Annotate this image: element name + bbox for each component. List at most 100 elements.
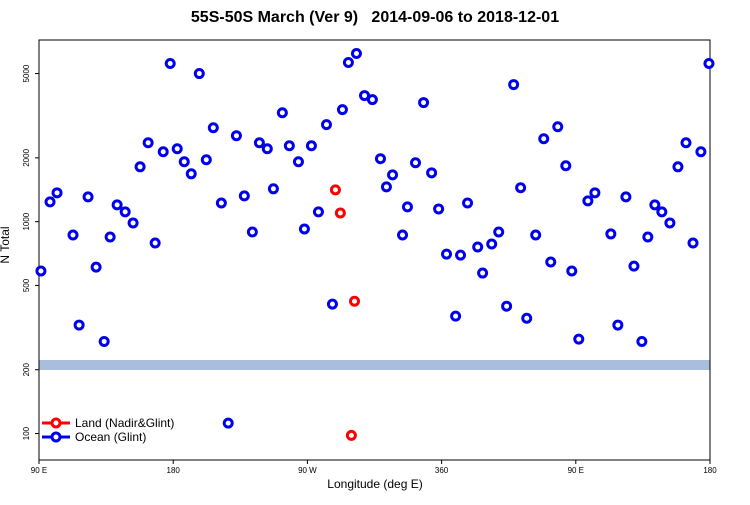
point [222, 417, 234, 429]
point [164, 58, 176, 70]
point [345, 429, 357, 441]
point [573, 333, 585, 345]
point [649, 199, 661, 211]
point [515, 182, 527, 194]
point [298, 223, 310, 235]
point [149, 237, 161, 249]
point [636, 335, 648, 347]
point [441, 248, 453, 260]
point [171, 143, 183, 155]
plot-frame [38, 39, 711, 461]
point [493, 226, 505, 238]
point [401, 201, 413, 213]
y-tick-label: 2000 [22, 148, 31, 166]
point [628, 260, 640, 272]
point [612, 319, 624, 331]
point [672, 161, 684, 173]
legend-marker [50, 417, 62, 429]
point [589, 187, 601, 199]
point [238, 190, 250, 202]
x-tick-label: 90 W [298, 466, 317, 475]
x-tick-label: 180 [167, 466, 181, 475]
point [538, 133, 550, 145]
point [680, 137, 692, 149]
point [73, 319, 85, 331]
point [455, 249, 467, 261]
point [687, 237, 699, 249]
point [642, 231, 654, 243]
y-tick-label: 100 [22, 426, 31, 440]
point [292, 156, 304, 168]
point [334, 207, 346, 219]
point [582, 195, 594, 207]
legend-marker [50, 431, 62, 443]
point [664, 217, 676, 229]
point [67, 229, 79, 241]
point [366, 94, 378, 106]
point [462, 197, 474, 209]
band [39, 360, 710, 370]
y-tick-label: 5000 [22, 64, 31, 82]
point [207, 122, 219, 134]
point [620, 191, 632, 203]
point [380, 181, 392, 193]
point [566, 265, 578, 277]
point [111, 199, 123, 211]
y-tick-label: 500 [22, 278, 31, 292]
x-tick-label: 90 E [31, 466, 47, 475]
point [178, 156, 190, 168]
point [374, 153, 386, 165]
x-tick-label: 360 [435, 466, 449, 475]
point [501, 300, 513, 312]
point [426, 167, 438, 179]
point [336, 104, 348, 116]
point [350, 47, 362, 59]
point [35, 265, 47, 277]
point [486, 238, 498, 250]
point [230, 130, 242, 142]
point [545, 256, 557, 268]
x-tick-label: 90 E [568, 466, 584, 475]
point [200, 154, 212, 166]
point [477, 267, 489, 279]
point [276, 107, 288, 119]
point [397, 229, 409, 241]
chart-title: 55S-50S March (Ver 9) 2014-09-06 to 2018… [191, 9, 559, 26]
point [305, 140, 317, 152]
legend-text: Land (Nadir&Glint) [75, 416, 174, 430]
point [261, 143, 273, 155]
point [157, 146, 169, 158]
point [215, 197, 227, 209]
point [387, 169, 399, 181]
point [472, 241, 484, 253]
point [342, 57, 354, 69]
point [90, 261, 102, 273]
point [185, 168, 197, 180]
point [605, 228, 617, 240]
point [82, 191, 94, 203]
point [450, 310, 462, 322]
point [530, 229, 542, 241]
point [51, 187, 63, 199]
point [193, 68, 205, 80]
y-tick-label: 1000 [22, 212, 31, 230]
point [134, 161, 146, 173]
x-tick-label: 180 [703, 466, 717, 475]
legend-text: Ocean (Glint) [75, 430, 146, 444]
point [98, 335, 110, 347]
y-tick-label: 200 [22, 363, 31, 377]
point [359, 90, 371, 102]
point [552, 121, 564, 133]
point [433, 203, 445, 215]
point [508, 79, 520, 91]
point [349, 295, 361, 307]
point [267, 183, 279, 195]
point [44, 196, 56, 208]
point [695, 146, 707, 158]
point [560, 160, 572, 172]
point [521, 312, 533, 324]
x-axis-label: Longitude (deg E) [327, 477, 422, 491]
point [253, 137, 265, 149]
point [703, 58, 715, 70]
